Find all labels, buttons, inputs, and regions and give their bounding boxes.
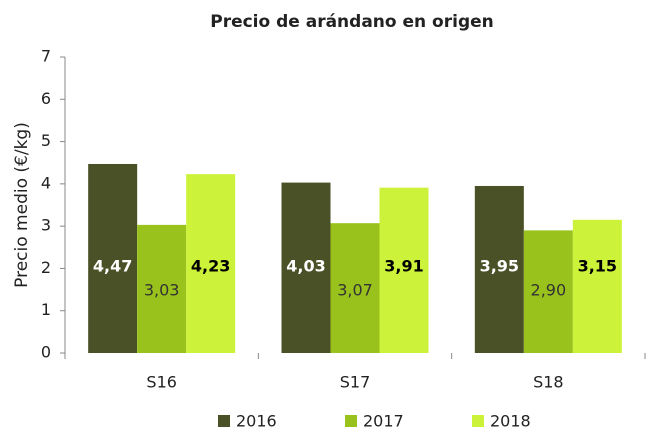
x-tick-label: S17 — [340, 373, 371, 392]
bar — [281, 182, 331, 353]
legend-swatch — [218, 415, 230, 427]
value-label: 3,03 — [144, 281, 180, 300]
value-label: 3,07 — [337, 281, 373, 300]
value-label: 3,95 — [480, 257, 519, 276]
value-label: 3,15 — [578, 257, 617, 276]
value-label: 4,03 — [286, 257, 325, 276]
bar — [137, 224, 187, 353]
bar — [474, 185, 524, 353]
x-tick-label: S16 — [146, 373, 177, 392]
bar — [523, 230, 573, 353]
y-tick-label: 1 — [41, 300, 51, 319]
value-label: 4,23 — [191, 257, 230, 276]
y-tick-label: 3 — [41, 216, 51, 235]
legend-swatch — [472, 415, 484, 427]
y-tick-label: 6 — [41, 89, 51, 108]
bar — [88, 163, 138, 353]
bar — [186, 174, 236, 353]
legend-label: 2016 — [236, 412, 277, 431]
y-tick-label: 2 — [41, 258, 51, 277]
bar — [379, 187, 429, 353]
y-tick-label: 7 — [41, 47, 51, 66]
y-tick-label: 0 — [41, 343, 51, 362]
bar — [572, 219, 622, 353]
y-tick-label: 4 — [41, 173, 51, 192]
y-tick-label: 5 — [41, 131, 51, 150]
chart-title: Precio de arándano en origen — [210, 12, 494, 32]
value-label: 2,90 — [531, 281, 567, 300]
legend-label: 2018 — [490, 412, 531, 431]
value-label: 4,47 — [93, 257, 132, 276]
x-tick-label: S18 — [533, 373, 564, 392]
y-axis-label: Precio medio (€/kg) — [12, 122, 32, 288]
legend-label: 2017 — [363, 412, 404, 431]
value-label: 3,91 — [384, 257, 423, 276]
legend-swatch — [345, 415, 357, 427]
bar — [330, 223, 380, 353]
